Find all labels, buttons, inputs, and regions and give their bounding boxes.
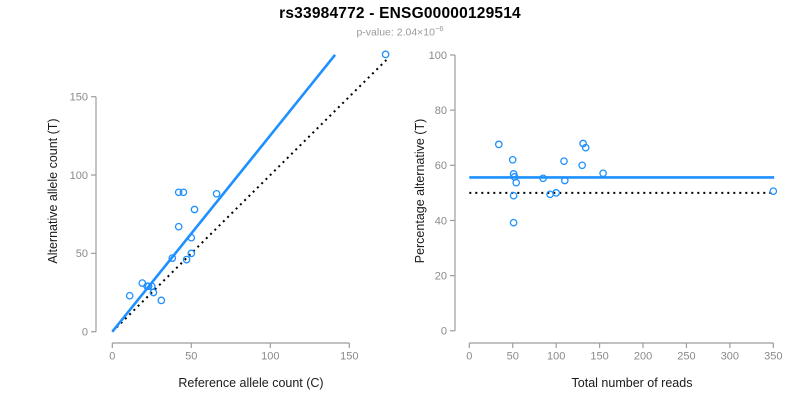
right-y-tick-label: 100 [429, 50, 447, 62]
left-x-tick-label: 100 [261, 351, 279, 363]
left-data-point [149, 288, 158, 297]
left-xaxis-title: Reference allele count (C) [178, 376, 324, 390]
right-data-point [769, 187, 778, 196]
right-x-tick-label: 150 [590, 351, 608, 363]
right-x-tick-label: 200 [634, 351, 652, 363]
right-xaxis-title: Total number of reads [571, 376, 693, 390]
left-y-tick-label: 150 [70, 91, 88, 103]
right-x-tick-label: 350 [764, 351, 782, 363]
figure-subtitle: p-value: 2.04×10−6 [0, 24, 800, 39]
right-data-point [494, 140, 503, 149]
right-data-point [546, 190, 554, 199]
identity-line [111, 58, 388, 333]
left-data-point [144, 282, 153, 291]
right-data-point [539, 174, 547, 183]
left-data-point [179, 188, 188, 197]
right-data-point [560, 157, 568, 166]
regression-line [111, 54, 337, 333]
right-y-tick-label: 60 [435, 160, 447, 172]
left-yaxis-title: Alternative allele count (T) [46, 118, 60, 264]
left-data-point [212, 189, 221, 198]
right-y-tick-label: 0 [441, 326, 447, 338]
right-x-tick-label: 0 [466, 351, 472, 363]
left-data-point [187, 233, 196, 242]
left-data-point [125, 291, 134, 300]
right-y-tick-label: 40 [435, 215, 447, 227]
left-data-point [174, 222, 183, 231]
left-y-tick-label: 50 [76, 248, 88, 260]
right-data-point [599, 169, 607, 178]
right-x-tick-label: 250 [677, 351, 695, 363]
right-data-point [581, 143, 590, 152]
right-data-point [552, 189, 561, 197]
left-y-tick-label: 0 [82, 327, 88, 339]
right-y-tick-label: 20 [435, 270, 447, 282]
right-x-tick-label: 300 [721, 351, 739, 363]
right-data-point [508, 155, 517, 164]
left-x-tick-label: 150 [340, 351, 358, 363]
left-y-tick-label: 100 [70, 170, 88, 182]
right-data-point [512, 178, 521, 187]
right-y-tick-label: 80 [435, 105, 447, 117]
p-value-text: p-value: 2.04×10 [356, 26, 435, 39]
right-yaxis-title: Percentage alternative (T) [413, 118, 427, 264]
left-data-point [190, 205, 199, 214]
left-data-point [187, 249, 196, 258]
left-x-tick-label: 50 [185, 351, 197, 363]
left-data-point [381, 50, 390, 59]
right-x-tick-label: 100 [547, 351, 565, 363]
left-data-point [182, 255, 191, 264]
left-data-point [157, 296, 166, 305]
figure-title: rs33984772 - ENSG00000129514 [279, 5, 521, 22]
p-value-exponent: −6 [434, 24, 444, 33]
right-data-point [509, 218, 518, 227]
right-data-point [560, 176, 569, 185]
left-x-tick-label: 0 [109, 351, 115, 363]
right-data-point [509, 191, 518, 200]
right-x-tick-label: 50 [507, 351, 519, 363]
left-data-point [174, 188, 183, 197]
right-data-point [578, 161, 587, 170]
left-data-point [168, 254, 177, 262]
